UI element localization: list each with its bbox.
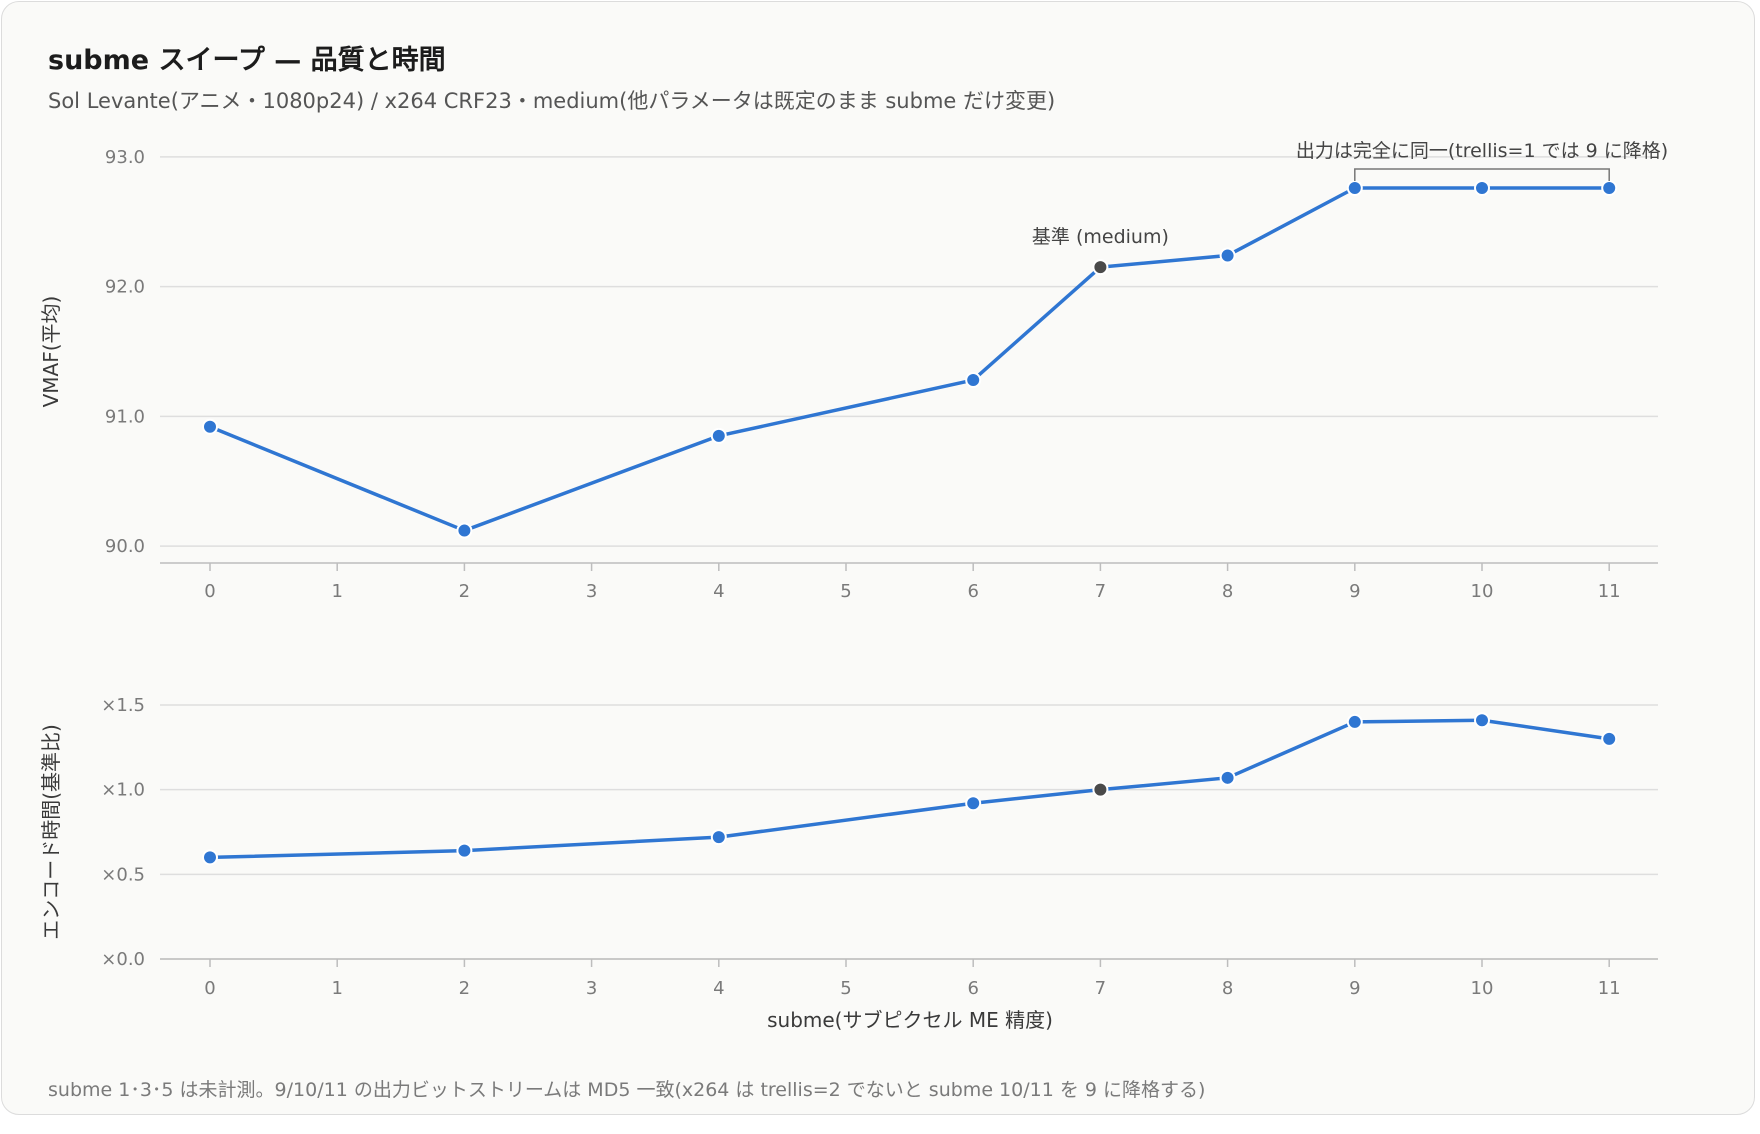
y-tick-label: 91.0 <box>105 406 145 427</box>
bracket-annotation: 出力は完全に同一(trellis=1 では 9 に降格) <box>1296 140 1668 162</box>
x-tick-label: 4 <box>713 978 724 999</box>
y-tick-label: ×1.0 <box>101 780 145 801</box>
data-point <box>456 842 473 859</box>
x-tick-label: 7 <box>1095 581 1106 602</box>
x-tick-label: 8 <box>1222 581 1233 602</box>
x-tick-label: 2 <box>459 581 470 602</box>
x-tick-label: 6 <box>967 978 978 999</box>
x-tick-label: 3 <box>586 581 597 602</box>
data-point <box>1346 180 1363 197</box>
y-axis-label: エンコード時間(基準比) <box>39 724 63 940</box>
y-tick-label: ×0.0 <box>101 949 145 970</box>
baseline-point <box>1092 259 1109 276</box>
baseline-annotation: 基準 (medium) <box>1032 226 1169 248</box>
series-line <box>208 186 1611 533</box>
data-point <box>202 849 218 866</box>
x-tick-label: 9 <box>1349 581 1360 602</box>
footnote: subme 1･3･5 は未計測。9/10/11 の出力ビットストリームは MD… <box>48 1079 1206 1101</box>
baseline-point <box>1092 781 1109 798</box>
x-tick-label: 1 <box>331 978 342 999</box>
data-point <box>202 418 218 435</box>
vmaf-panel: 90.0 91.0 92.0 93.0 0 1 2 3 4 5 6 7 8 9 10 11 VMAF(平均) 基準… <box>39 140 1668 602</box>
y-tick-label: ×1.5 <box>101 695 145 716</box>
x-tick-label: 5 <box>840 581 851 602</box>
x-tick-label: 8 <box>1222 978 1233 999</box>
data-point <box>1474 180 1490 197</box>
identical-output-bracket <box>1354 168 1610 181</box>
x-tick-label: 5 <box>840 978 851 999</box>
x-tick-label: 1 <box>331 581 342 602</box>
data-point <box>1346 713 1363 730</box>
x-tick-label: 0 <box>204 581 215 602</box>
data-point <box>965 372 982 389</box>
x-tick-label: 10 <box>1471 581 1494 602</box>
y-tick-label: 92.0 <box>105 277 145 298</box>
x-tick-label: 4 <box>713 581 724 602</box>
x-tick-label: 3 <box>586 978 597 999</box>
x-tick-label: 11 <box>1598 581 1621 602</box>
data-point <box>1601 180 1618 197</box>
data-point <box>1601 730 1618 747</box>
x-tick-label: 0 <box>204 978 215 999</box>
x-tick-label: 11 <box>1598 978 1621 999</box>
y-tick-label: 93.0 <box>105 147 145 168</box>
x-tick-label: 7 <box>1095 978 1106 999</box>
x-tick-label: 6 <box>967 581 978 602</box>
data-point <box>710 427 727 444</box>
series-line <box>208 718 1611 860</box>
data-point <box>1474 712 1490 729</box>
y-tick-label: 90.0 <box>105 536 145 557</box>
chart-title: subme スイープ — 品質と時間 <box>48 45 446 76</box>
data-point <box>456 522 473 539</box>
encode-time-panel: ×0.0 ×0.5 ×1.0 ×1.5 0 1 2 3 4 5 6 7 8 9 10 11 エンコード時間(基準… <box>39 695 1658 1032</box>
y-tick-label: ×0.5 <box>101 864 145 885</box>
x-tick-label: 10 <box>1471 978 1494 999</box>
x-tick-label: 9 <box>1349 978 1360 999</box>
data-point <box>710 829 727 846</box>
data-point <box>1219 247 1236 264</box>
chart-subtitle: Sol Levante(アニメ・1080p24) / x264 CRF23・me… <box>48 89 1056 113</box>
x-axis-label: subme(サブピクセル ME 精度) <box>767 1008 1053 1032</box>
data-point <box>1219 769 1236 786</box>
data-point <box>965 795 982 812</box>
x-tick-label: 2 <box>459 978 470 999</box>
y-axis-label: VMAF(平均) <box>39 296 63 408</box>
